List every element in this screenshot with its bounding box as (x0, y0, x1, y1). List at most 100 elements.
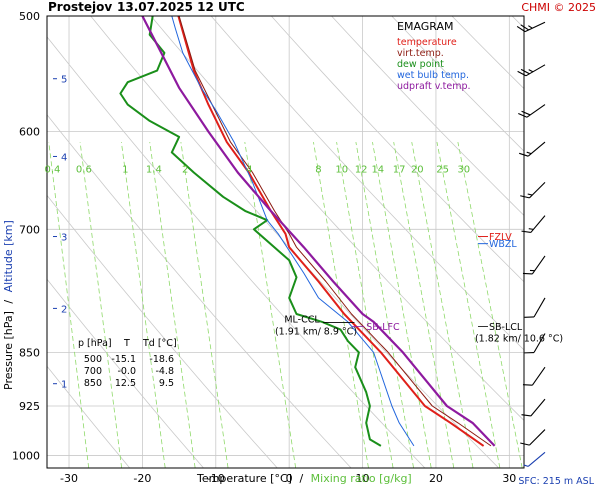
profiles-layer (119, 16, 496, 447)
station-name: Prostejov (48, 0, 112, 14)
pressure-tick-label: 925 (19, 400, 40, 413)
mixing-ratio-label: 30 (457, 165, 470, 176)
temperature-tick-label: -30 (60, 472, 78, 485)
temperature-tick-label: -10 (207, 472, 225, 485)
wind-barb-shaft (525, 64, 546, 77)
wind-barb-shaft (529, 181, 546, 199)
wind-barb-half-flag (528, 25, 533, 29)
dry-adiabat (47, 114, 352, 468)
mixing-ratio-label: 0.4 (44, 165, 60, 176)
mixing-ratio-label: 2 (182, 165, 188, 176)
wind-barb (518, 104, 546, 118)
sb-lcl-detail: (1.82 km/ 10.6 °C) (475, 334, 563, 345)
mixing-ratio-label: 0.6 (76, 165, 92, 176)
wind-barb-half-flag (529, 269, 535, 272)
wind-barb-shaft (531, 366, 546, 386)
wet-bulb-profile (171, 16, 415, 447)
dry-adiabat (47, 365, 131, 468)
wind-barb-flag (521, 110, 531, 116)
mixing-ratio-label: 4 (246, 165, 252, 176)
mixing-ratio-label: 1 (122, 165, 128, 176)
wind-barb-shaft (524, 21, 546, 33)
wind-barb-half-flag (526, 151, 532, 155)
wind-barb-shaft (529, 429, 546, 446)
pressure-tick-label: 700 (19, 223, 40, 236)
wind-barb-shaft (530, 215, 546, 233)
mixing-ratio-label: 1.4 (146, 165, 162, 176)
x-axis-label-separator: / (299, 472, 303, 485)
temperature-tick-label: -20 (133, 472, 151, 485)
annotations: ML-CCL(1.91 km/ 8.9 °C) SB-LFC SB-LCL(1.82… (275, 314, 563, 344)
wind-barb-shaft (527, 451, 546, 467)
wind-barb (521, 215, 546, 233)
legend: EMAGRAM temperature virt.temp. dew point… (397, 20, 471, 92)
mixing-ratio-line (120, 142, 166, 468)
wind-barb (524, 297, 546, 318)
pressure-tick-label: 1000 (12, 449, 40, 462)
mixing-ratio-line (48, 142, 90, 468)
mixing-ratio-line (436, 141, 501, 468)
mixing-ratio-line (244, 142, 297, 468)
wind-barb (516, 21, 546, 33)
plot-frame (46, 15, 525, 469)
dry-adiabat (391, 16, 524, 152)
wind-barb (520, 181, 546, 199)
datetime: 13.07.2025 12 UTC (117, 0, 245, 14)
table-cell: 700 (84, 366, 102, 377)
table-cell: -18.6 (149, 354, 174, 365)
altitude-tick-label: 1 (61, 380, 67, 391)
table-cell: -4.8 (155, 366, 174, 377)
mixing-ratio-label: 17 (393, 165, 406, 176)
wind-barb-shaft (533, 333, 546, 353)
wind-barb-half-flag (528, 228, 534, 230)
wind-barb-shaft (533, 297, 546, 318)
table-cell: 850 (84, 378, 102, 389)
mixing-ratio-line (372, 141, 432, 468)
wind-barb-flag (524, 351, 535, 354)
dry-adiabat (511, 16, 524, 29)
sb-lcl-label: SB-LCL (489, 322, 523, 333)
y-axis-label-altitude: Altitude [km] (2, 220, 15, 292)
mixing-ratio-label: 8 (315, 165, 321, 176)
mixing-ratio-labels: 0.4 0.6 1 1.4 2 4 8 10 12 14 17 20 25 30 (44, 165, 470, 176)
table-cell: 500 (84, 354, 102, 365)
mixing-ratio-line (457, 141, 523, 468)
dry-adiabat (47, 278, 204, 468)
ml-ccl-label: ML-CCL (284, 314, 320, 325)
wind-barb-flag (519, 152, 529, 157)
mixing-ratio-line (411, 141, 474, 468)
x-axis-label: Temperature [°C] / Mixing ratio [g/kg] (196, 472, 412, 485)
table-header-p: p [hPa] (78, 338, 112, 349)
legend-item-temperature: temperature (397, 37, 457, 48)
mixing-ratio-line (393, 141, 455, 468)
y-axis-label-pressure: Pressure [hPa] (2, 311, 15, 390)
wind-barb-flag (520, 24, 529, 31)
updraft-virtual-temperature-profile (141, 16, 496, 447)
y-axis-label: Pressure [hPa] / Altitude [km] (2, 220, 15, 390)
dry-adiabat (210, 16, 524, 351)
wind-barb-shaft (530, 398, 546, 417)
wind-barb-half-flag (523, 464, 529, 467)
altitude-tick-label: 4 (61, 152, 67, 163)
temperature-tick-label: 20 (429, 472, 443, 485)
mixing-ratio-line (313, 142, 369, 468)
dry-adiabat (331, 16, 524, 217)
wind-barb (521, 398, 546, 417)
wind-barb-flag (520, 442, 530, 446)
wind-barb-flag (522, 272, 533, 275)
mixing-ratio-line (180, 142, 229, 468)
pressure-tick-label: 600 (19, 126, 40, 139)
wind-barb-half-flag (527, 193, 533, 196)
wind-barb (517, 64, 546, 77)
dry-adiabat (47, 194, 278, 468)
mixing-ratio-label: 14 (371, 165, 384, 176)
dry-adiabat (572, 16, 600, 468)
dew-point-profile (119, 16, 382, 447)
ml-ccl-detail: (1.91 km/ 8.9 °C) (275, 326, 357, 337)
legend-item-updraft: udpraft v.temp. (397, 81, 471, 92)
wind-barb-flag (520, 68, 530, 75)
mixing-ratio-line (336, 142, 394, 468)
wind-barb-flag (520, 195, 530, 199)
sb-lfc-label: SB-LFC (366, 322, 400, 333)
